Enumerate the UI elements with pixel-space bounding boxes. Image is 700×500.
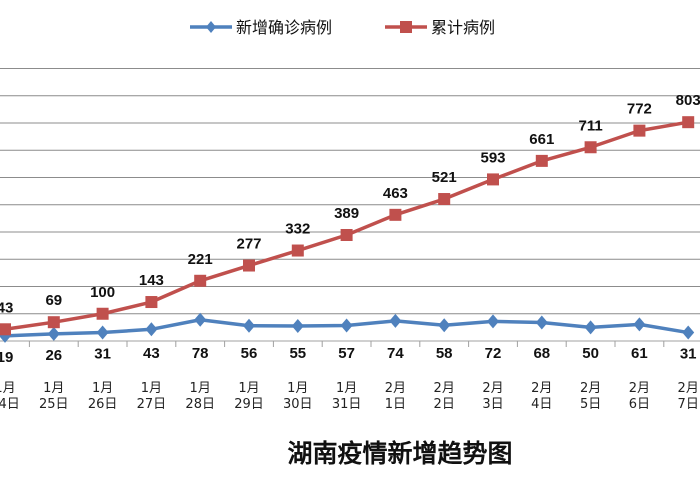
data-label: 26 [45,347,62,364]
legend-marker [400,21,412,33]
data-point [291,244,304,257]
data-label: 31 [680,346,697,363]
x-tick-label: 2月 1日 [385,381,406,412]
chart-title: 湖南疫情新增趋势图 [287,439,512,468]
data-point [682,325,695,340]
legend-label: 新增确诊病例 [236,18,332,37]
data-point [682,116,695,129]
data-label: 332 [285,221,310,238]
data-point [633,124,646,137]
x-tick-label: 1月 26日 [88,381,118,412]
data-label: 61 [631,345,648,362]
data-label: 56 [241,345,258,362]
data-point [584,320,597,335]
data-label: 143 [139,272,164,289]
data-label: 521 [432,169,457,186]
data-point [535,315,548,330]
data-label: 43 [143,345,160,362]
x-tick-label: 2月 3日 [482,381,503,412]
legend-marker [206,21,216,33]
legend: 新增确诊病例 累计病例 [190,18,495,37]
x-tick-label: 1月 27日 [137,381,167,412]
data-point [487,314,499,329]
data-label: 221 [188,251,213,268]
data-label: 50 [582,345,599,362]
x-tick-label: 2月 6日 [629,381,650,412]
data-label: 803 [676,92,700,109]
data-point [438,318,451,333]
series-cumulative-cases: 43 69 100 143 221 277 332 389 463 521 593 661 711 772… [0,92,700,336]
data-point [194,312,207,327]
x-tick-label: 1月 30日 [283,381,313,412]
legend-item: 新增确诊病例 [190,18,332,37]
data-label: 593 [480,149,505,166]
data-label: 74 [387,345,404,362]
series-new-cases: 19 26 31 43 78 56 55 57 74 58 72 68 50 61 31 [0,312,697,366]
data-point [535,154,548,167]
x-tick-label: 2月 2日 [434,381,455,412]
data-point [487,173,499,186]
data-point [243,318,255,333]
x-tick-label: 1月 29日 [234,381,264,412]
x-tick-label: 1月 25日 [39,381,69,412]
x-tick-label: 2月 5日 [580,381,601,412]
data-point [194,274,207,287]
data-point [47,326,60,341]
data-label: 57 [338,345,355,362]
legend-label: 累计病例 [431,18,495,37]
data-label: 78 [192,345,209,362]
data-point [0,323,11,336]
data-label: 19 [0,349,13,366]
data-label: 72 [485,345,502,362]
data-point [584,141,597,154]
data-point [47,316,60,329]
data-label: 43 [0,299,13,316]
data-point [340,228,353,241]
data-label: 711 [578,117,602,134]
data-label: 772 [627,101,652,118]
data-point [389,313,402,328]
x-tick-label: 2月 7日 [678,381,699,412]
data-label: 58 [436,345,453,362]
data-label: 68 [533,345,550,362]
data-label: 55 [289,345,306,362]
data-point [96,325,109,340]
data-point [438,193,451,206]
data-label: 100 [90,284,115,301]
x-tick-label: 2月 4日 [531,381,552,412]
data-point [145,296,158,309]
x-tick-label: 1月 31日 [332,381,362,412]
data-point [96,307,109,320]
data-label: 463 [383,185,408,202]
series-group: 19 26 31 43 78 56 55 57 74 58 72 68 50 61 31 43 69 100 143… [0,92,700,366]
data-label: 277 [236,236,261,253]
data-label: 389 [334,205,359,222]
legend-item: 累计病例 [385,18,495,37]
data-point [243,259,255,272]
data-point [389,208,402,221]
data-label: 31 [94,346,111,363]
data-point [145,322,158,337]
data-point [633,317,646,332]
data-label: 661 [529,131,554,148]
data-label: 69 [45,292,62,309]
data-point [291,319,304,334]
x-tick-label: 1月24日 [0,381,20,412]
data-point [340,318,353,333]
x-tick-label: 1月 28日 [185,381,215,412]
